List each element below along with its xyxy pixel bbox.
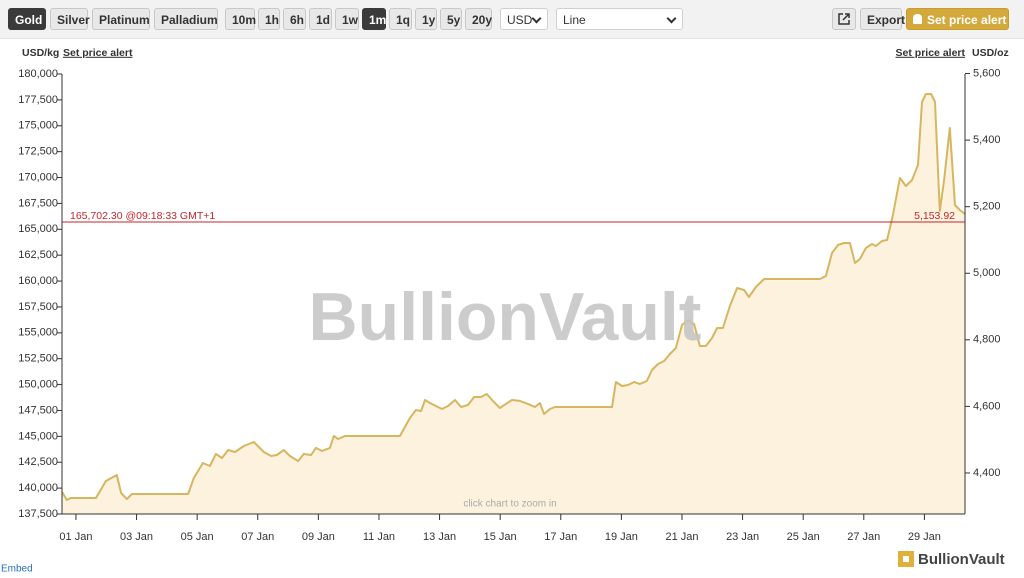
current-price-oz-label: 5,153.92 <box>914 210 955 222</box>
range-button[interactable]: 10m <box>225 8 256 30</box>
y-tick-label: 175,000 <box>18 120 58 132</box>
range-button[interactable]: 1d <box>309 8 332 30</box>
x-tick-label: 17 Jan <box>544 531 577 543</box>
left-alert-link[interactable]: Set price alert <box>63 47 133 59</box>
bell-icon <box>913 14 922 24</box>
y-tick-label: 145,000 <box>18 430 58 442</box>
range-button[interactable]: 20y <box>465 8 492 30</box>
x-tick-label: 01 Jan <box>59 531 92 543</box>
range-button[interactable]: 1m <box>362 8 386 30</box>
x-tick-label: 25 Jan <box>787 531 820 543</box>
y-tick-label: 167,500 <box>18 197 58 209</box>
price-area <box>62 94 965 514</box>
watermark: BullionVault <box>309 279 702 355</box>
y-tick-label: 165,000 <box>18 223 58 235</box>
y-tick-label: 170,000 <box>18 171 58 183</box>
y2-tick-label: 5,400 <box>973 134 1001 146</box>
logo-text: BullionVault <box>918 551 1005 568</box>
x-tick-label: 15 Jan <box>484 531 517 543</box>
open-external-button[interactable] <box>832 8 856 30</box>
x-tick-label: 13 Jan <box>423 531 456 543</box>
x-tick-label: 21 Jan <box>665 531 698 543</box>
y2-tick-label: 4,400 <box>973 467 1001 479</box>
x-tick-label: 11 Jan <box>363 531 395 543</box>
left-unit: USD/kg <box>22 47 59 59</box>
y-tick-label: 137,500 <box>18 508 58 520</box>
currency-select[interactable]: USD <box>500 8 548 30</box>
y-tick-label: 142,500 <box>18 456 58 468</box>
y-tick-label: 172,500 <box>18 146 58 158</box>
current-price-label: 165,702.30 @09:18:33 GMT+1 <box>70 210 215 222</box>
metal-button[interactable]: Gold <box>8 8 46 30</box>
range-button[interactable]: 1w <box>335 8 359 30</box>
y2-tick-label: 5,200 <box>973 201 1001 213</box>
x-tick-label: 05 Jan <box>181 531 214 543</box>
y-tick-label: 180,000 <box>18 68 58 80</box>
x-tick-label: 27 Jan <box>847 531 880 543</box>
x-tick-label: 23 Jan <box>726 531 759 543</box>
range-button[interactable]: 1q <box>389 8 412 30</box>
y2-tick-label: 5,000 <box>973 267 1001 279</box>
y-tick-label: 147,500 <box>18 404 58 416</box>
range-button[interactable]: 1y <box>415 8 437 30</box>
x-tick-label: 07 Jan <box>241 531 274 543</box>
x-tick-label: 09 Jan <box>302 531 335 543</box>
embed-link[interactable]: Embed <box>1 564 33 575</box>
y-tick-label: 160,000 <box>18 275 58 287</box>
x-tick-label: 03 Jan <box>120 531 153 543</box>
metal-button[interactable]: Platinum <box>92 8 150 30</box>
y-tick-label: 157,500 <box>18 301 58 313</box>
y-tick-label: 150,000 <box>18 378 58 390</box>
zoom-hint: click chart to zoom in <box>463 499 556 510</box>
external-icon <box>838 13 850 25</box>
x-tick-label: 29 Jan <box>908 531 941 543</box>
logo-icon-inner <box>903 556 909 562</box>
y-tick-label: 152,500 <box>18 353 58 365</box>
right-alert-link[interactable]: Set price alert <box>896 47 966 59</box>
x-tick-label: 19 Jan <box>605 531 638 543</box>
price-line <box>61 93 966 501</box>
range-button[interactable]: 5y <box>440 8 462 30</box>
range-button[interactable]: 1h <box>258 8 280 30</box>
toolbar: Gold Silver Platinum Palladium 10m 1h 6h 1d 1w 1m… <box>0 0 1024 39</box>
y-tick-label: 162,500 <box>18 249 58 261</box>
metal-button[interactable]: Palladium <box>154 8 218 30</box>
y-tick-label: 155,000 <box>18 327 58 339</box>
y2-tick-label: 4,800 <box>973 334 1001 346</box>
y-tick-label: 177,500 <box>18 94 58 106</box>
metal-button[interactable]: Silver <box>50 8 90 30</box>
style-select[interactable]: Line <box>556 8 683 30</box>
y2-tick-label: 5,600 <box>973 67 1001 79</box>
export-button[interactable]: Export <box>860 8 905 30</box>
right-unit: USD/oz <box>972 47 1009 59</box>
y-tick-label: 140,000 <box>18 482 58 494</box>
y2-tick-label: 4,600 <box>973 400 1001 412</box>
range-button[interactable]: 6h <box>283 8 306 30</box>
set-alert-button[interactable]: Set price alert <box>906 8 1009 30</box>
